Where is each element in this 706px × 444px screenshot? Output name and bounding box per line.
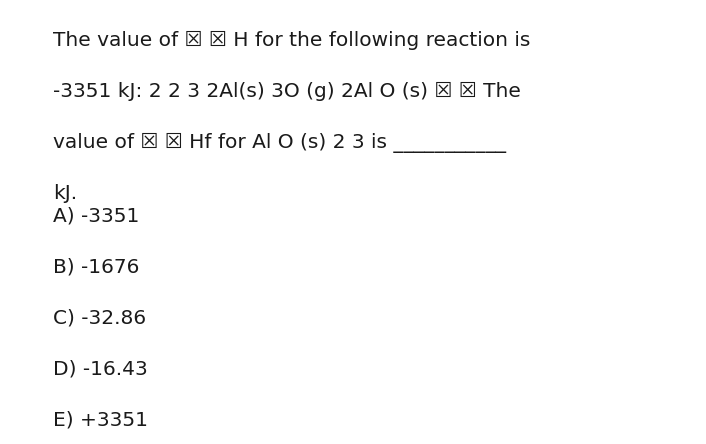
Text: C) -32.86: C) -32.86 (53, 309, 146, 328)
Text: The value of ☒ ☒ H for the following reaction is: The value of ☒ ☒ H for the following rea… (53, 31, 530, 50)
Text: E) +3351: E) +3351 (53, 411, 148, 430)
Text: A) -3351: A) -3351 (53, 206, 139, 226)
Text: kJ.: kJ. (53, 184, 77, 203)
Text: D) -16.43: D) -16.43 (53, 360, 148, 379)
Text: -3351 kJ: 2 2 3 2Al(s) 3O (g) 2Al O (s) ☒ ☒ The: -3351 kJ: 2 2 3 2Al(s) 3O (g) 2Al O (s) … (53, 82, 521, 101)
Text: value of ☒ ☒ Hf for Al O (s) 2 3 is ___________: value of ☒ ☒ Hf for Al O (s) 2 3 is ____… (53, 133, 506, 153)
Text: B) -1676: B) -1676 (53, 258, 139, 277)
